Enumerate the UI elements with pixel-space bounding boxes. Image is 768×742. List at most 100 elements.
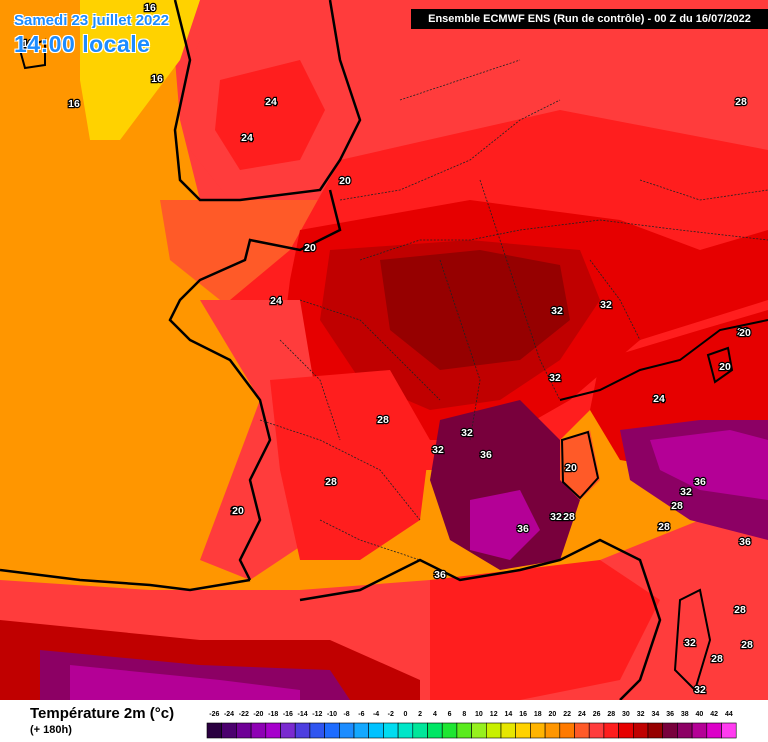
isotherm-label: 36 [694, 476, 706, 488]
color-swatch [530, 722, 546, 739]
color-swatch [412, 722, 428, 739]
band-uk-hot [215, 60, 325, 170]
scale-tick-label: 32 [637, 711, 645, 718]
isotherm-label: 32 [551, 305, 563, 317]
band-balkans-peak [650, 430, 768, 500]
forecast-local-time: 14:00 locale [14, 31, 151, 57]
scale-tick-label: -4 [373, 711, 379, 718]
band-spain-peak [70, 665, 300, 700]
color-swatch [603, 722, 619, 739]
coastline-france-north [168, 189, 342, 581]
scale-tick-label: 10 [475, 711, 483, 718]
color-swatch [544, 722, 561, 739]
coastline-sardinia [673, 588, 712, 692]
color-swatch [662, 722, 678, 739]
isotherm-label: 36 [434, 569, 446, 581]
color-swatch [456, 722, 472, 739]
isotherm-label: 28 [735, 96, 747, 108]
color-swatch [250, 722, 267, 739]
coastline-island-east [706, 346, 734, 384]
band-italy-sea [430, 560, 660, 700]
scale-tick-label: 6 [448, 711, 452, 718]
forecast-date: Samedi 23 juillet 2022 [14, 12, 170, 29]
coastline-italy [559, 319, 768, 401]
band-uk-cool [80, 0, 200, 140]
isotherm-label: 24 [270, 295, 282, 307]
color-swatch [236, 722, 252, 739]
color-swatch [559, 722, 575, 739]
isotherm-label: 24 [653, 393, 665, 405]
scale-tick-label: -14 [298, 711, 308, 718]
color-swatch [338, 722, 355, 739]
isotherm-label: 20 [231, 505, 243, 517]
color-swatch [485, 722, 502, 739]
isotherm-label: 32 [684, 637, 696, 649]
isotherm-label: 28 [711, 653, 723, 665]
color-swatch [677, 722, 693, 739]
color-swatch [368, 722, 384, 739]
color-swatch [500, 722, 516, 739]
scale-tick-label: -8 [343, 711, 349, 718]
isotherm-label: 20 [232, 505, 244, 517]
scale-tick-label: 16 [519, 711, 527, 718]
isotherm-label: 36 [739, 536, 751, 548]
color-swatch [324, 722, 340, 739]
scale-tick-label: 22 [563, 711, 571, 718]
color-swatch [691, 722, 708, 739]
scale-tick-label: 20 [549, 711, 557, 718]
scale-tick-label: 42 [710, 711, 718, 718]
isotherm-label: 32 [680, 486, 692, 498]
scale-tick-label: 44 [725, 711, 733, 718]
isotherm-label: 32 [694, 684, 706, 696]
color-swatch [515, 722, 531, 739]
scale-tick-label: -26 [209, 711, 219, 718]
scale-tick-label: 28 [607, 711, 615, 718]
isotherm-label: 28 [734, 604, 746, 616]
isotherm-label: 20 [719, 361, 731, 373]
color-swatch [632, 722, 649, 739]
coastline-uk [173, 0, 362, 202]
isotherm-label: 28 [377, 414, 389, 426]
isotherm-label: 28 [563, 511, 575, 523]
scale-tick-label: -22 [239, 711, 249, 718]
color-swatch [574, 722, 590, 739]
color-swatch [294, 722, 311, 739]
color-swatch [588, 722, 605, 739]
isotherm-label: 20 [304, 242, 316, 254]
isotherm-label: 16 [151, 73, 163, 85]
color-swatch [280, 722, 296, 739]
isotherm-label: 16 [144, 2, 156, 14]
scale-tick-label: 34 [652, 711, 660, 718]
scale-tick-label: 12 [490, 711, 498, 718]
color-swatch [721, 722, 737, 739]
isotherm-label: 36 [480, 449, 492, 461]
scale-tick-label: 38 [681, 711, 689, 718]
color-scale: -26 -24 -22 -20 -18 -16 -14 -12 -10 -8 -6 -4 -2 0 2 4 6 8… [206, 711, 737, 739]
scale-tick-label: 30 [622, 711, 630, 718]
scale-tick-label: -18 [268, 711, 278, 718]
scale-tick-label: 36 [666, 711, 674, 718]
band-alps [430, 400, 580, 570]
band-france-southwest [270, 370, 430, 560]
isotherm-label: 32 [549, 372, 561, 384]
isotherm-label: 20 [565, 462, 577, 474]
scale-tick-label: -12 [312, 711, 322, 718]
isotherm-label: 32 [600, 299, 612, 311]
scale-tick-label: 0 [404, 711, 408, 718]
scale-tick-label: 40 [696, 711, 704, 718]
isotherm-label: 20 [739, 327, 751, 339]
coastline-biscay [0, 568, 251, 592]
isotherm-label: 32 [550, 511, 562, 523]
isotherm-label: 28 [671, 500, 683, 512]
isotherm-label: 16 [22, 38, 34, 50]
coastline-corsica [560, 430, 600, 500]
model-run-banner: Ensemble ECMWF ENS (Run de contrôle) - 0… [411, 9, 768, 29]
scale-tick-label: -6 [358, 711, 364, 718]
color-swatch [353, 722, 369, 739]
isotherm-label: 24 [265, 96, 277, 108]
isotherm-label: 28 [658, 521, 670, 533]
color-swatch [309, 722, 325, 739]
color-swatch [221, 722, 237, 739]
